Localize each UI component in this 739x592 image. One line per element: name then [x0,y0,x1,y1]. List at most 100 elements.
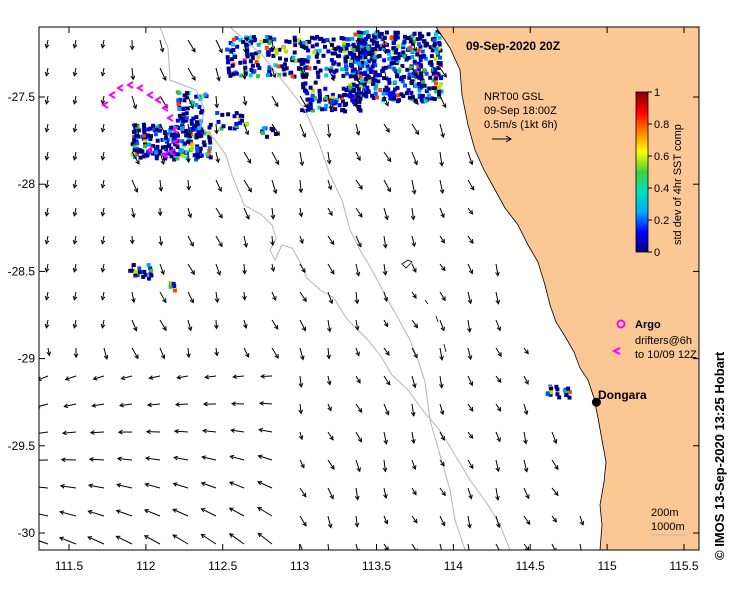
sst-pixel [372,59,377,64]
current-arrowhead [439,410,445,416]
sst-pixel [234,36,239,41]
current-arrow [243,95,247,106]
sst-pixel [397,69,401,73]
sst-pixel [278,56,282,61]
current-arrowhead [129,239,135,245]
current-arrowhead [303,74,308,80]
sst-pixel [413,69,418,74]
current-arrowhead [72,71,78,77]
sst-pixel [366,50,371,55]
sst-pixel [437,89,442,94]
current-arrowhead [72,99,78,105]
sst-pixel [238,120,243,125]
current-arrowhead [190,270,195,276]
current-arrowhead [440,133,445,139]
current-arrowhead [413,72,418,78]
sst-pixel [372,55,377,60]
current-arrowhead [46,351,52,357]
sst-pixel [163,145,168,149]
current-arrow [355,123,360,135]
sst-pixel [232,114,237,119]
sst-pixel [410,97,415,102]
sst-pixel [167,143,172,148]
sst-pixel [401,50,406,55]
current-arrowhead [496,523,501,529]
current-arrowhead [189,298,194,304]
sst-pixel [438,75,443,80]
current-arrowhead [176,375,182,380]
sst-pixel [351,70,355,75]
sst-pixel [216,119,221,124]
current-arrowhead [144,456,150,461]
current-arrowhead [132,104,138,110]
current-arrowhead [158,186,164,192]
current-arrow [101,67,105,76]
current-arrowhead [186,353,191,359]
sst-pixel [412,59,417,64]
sst-pixel [548,392,553,397]
sst-pixel [361,49,366,54]
sst-pixel [363,42,368,47]
current-arrow [64,403,77,408]
sst-pixel [142,124,147,129]
sst-pixel [367,59,371,64]
current-arrow [131,291,135,303]
current-arrow [383,207,388,220]
sst-pixel [221,124,226,129]
current-arrowhead [162,298,167,304]
current-arrow [101,291,105,300]
current-arrowhead [330,269,335,275]
isobath-1000m [229,27,466,550]
current-arrowhead [100,183,106,189]
current-arrow [60,511,77,517]
sst-pixel [422,54,427,59]
current-arrowhead [384,215,389,221]
current-arrowhead [257,454,263,459]
sst-pixel [387,56,392,61]
sst-pixel [140,149,145,154]
sst-pixel [200,94,205,99]
current-arrowhead [440,266,446,272]
current-arrowhead [272,296,277,302]
sst-pixel [408,45,413,50]
sst-pixel [376,79,381,84]
sst-pixel [177,125,182,130]
sst-pixel [373,63,378,68]
sst-pixel [301,40,306,45]
sst-pixel [328,99,332,104]
sst-pixel [409,90,414,95]
sst-pixel [365,73,370,78]
sst-pixel [234,111,239,116]
current-arrow [159,235,162,246]
current-arrowhead [59,510,65,515]
current-arrow [230,429,245,433]
sst-pixel [168,284,173,289]
current-arrowhead [301,492,307,498]
sst-pixel [244,43,249,47]
sst-pixel [175,90,180,95]
current-arrowhead [271,73,277,79]
current-arrowhead [130,75,136,81]
current-arrow [73,319,77,328]
sst-pixel [387,80,392,85]
sst-pixel [315,51,320,56]
current-arrowhead [326,133,332,139]
sst-pixel [388,91,393,96]
current-arrowhead [159,47,165,53]
current-arrowhead [275,131,280,136]
sst-pixel [342,44,347,49]
sst-pixel [284,39,289,44]
current-arrowhead [411,465,417,471]
sst-pixel [153,132,158,137]
sst-pixel [231,37,236,42]
current-arrow [172,508,189,517]
current-arrowhead [274,160,280,166]
sst-pixel [149,268,154,273]
current-arrowhead [299,239,304,245]
current-arrow [243,207,250,220]
sst-pixel [419,94,424,99]
sst-pixel [131,263,136,267]
sst-pixel [564,393,569,398]
sst-pixel [305,97,310,102]
current-arrow [116,535,133,545]
